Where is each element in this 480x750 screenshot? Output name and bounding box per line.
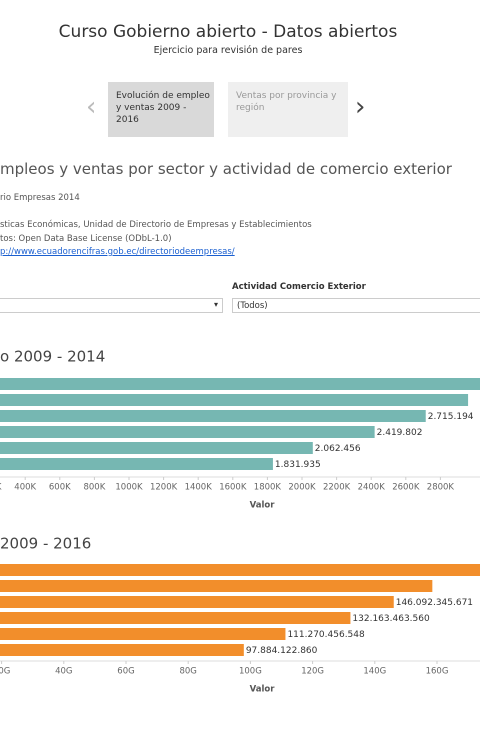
prev-arrow[interactable]: ‹	[86, 92, 97, 122]
bar	[0, 426, 375, 438]
x-tick-label: 2200K	[323, 483, 351, 493]
x-tick-label: 200K	[0, 483, 2, 493]
x-tick-label: 60G	[117, 667, 134, 677]
bar	[0, 580, 433, 592]
x-tick-label: 2000K	[288, 483, 316, 493]
description: sticas Económicas, Unidad de Directorio …	[0, 220, 312, 230]
bar	[0, 612, 351, 624]
bar	[0, 394, 469, 406]
bar	[0, 564, 480, 576]
x-tick-label: 1200K	[150, 483, 178, 493]
x-tick-label: 1800K	[254, 483, 282, 493]
x-tick-label: 2600K	[392, 483, 420, 493]
filter-label: Actividad Comercio Exterior	[232, 282, 366, 292]
x-tick-label: 2800K	[427, 483, 455, 493]
tab[interactable]: Ventas por provincia y región	[228, 82, 348, 137]
bar	[0, 644, 244, 656]
dropdown[interactable]: (Todos)	[232, 298, 480, 313]
x-tick-label: 600K	[49, 483, 71, 493]
x-axis-label: Valor	[250, 501, 276, 511]
tab-active[interactable]: Evolución de empleo y ventas 2009 - 2016	[108, 82, 214, 137]
dropdown[interactable]: ▾	[0, 298, 223, 313]
chart-title: 2009 - 2016	[0, 535, 91, 553]
chart-title: o 2009 - 2014	[0, 348, 105, 366]
x-tick-label: 80G	[179, 667, 196, 677]
subtitle: Ejercicio para revisión de pares	[153, 45, 303, 56]
value-label: 2.419.802	[377, 428, 423, 438]
x-tick-label: 20G	[0, 667, 10, 677]
value-label: 111.270.456.548	[287, 630, 365, 640]
value-label: 146.092.345.671	[396, 598, 473, 608]
heading: mpleos y ventas por sector y actividad d…	[0, 160, 452, 178]
title: Curso Gobierno abierto - Datos abiertos	[58, 22, 398, 42]
bar	[0, 410, 426, 422]
x-tick-label: 160G	[426, 667, 449, 677]
description: tos: Open Data Base License (ODbL-1.0)	[0, 234, 172, 244]
x-tick-label: 140G	[363, 667, 386, 677]
bar	[0, 458, 273, 470]
next-arrow[interactable]: ›	[355, 92, 366, 122]
x-tick-label: 800K	[83, 483, 105, 493]
value-label: 2.715.194	[428, 412, 474, 422]
x-tick-label: 1600K	[219, 483, 247, 493]
x-tick-label: 100G	[239, 667, 262, 677]
x-tick-label: 400K	[14, 483, 36, 493]
value-label: 132.163.463.560	[352, 614, 430, 624]
x-tick-label: 1000K	[115, 483, 143, 493]
x-tick-label: 1400K	[185, 483, 213, 493]
bar	[0, 378, 480, 390]
value-label: 2.062.456	[315, 444, 361, 454]
bar	[0, 442, 313, 454]
x-tick-label: 120G	[301, 667, 324, 677]
link[interactable]: p://www.ecuadorencifras.gob.ec/directori…	[0, 247, 235, 257]
x-tick-label: 40G	[55, 667, 72, 677]
value-label: 97.884.122.860	[246, 646, 318, 656]
value-label: 1.831.935	[275, 460, 321, 470]
x-tick-label: 2400K	[358, 483, 386, 493]
bar	[0, 596, 394, 608]
bar	[0, 628, 286, 640]
x-axis-label: Valor	[250, 685, 276, 695]
description: rio Empresas 2014	[0, 193, 80, 203]
